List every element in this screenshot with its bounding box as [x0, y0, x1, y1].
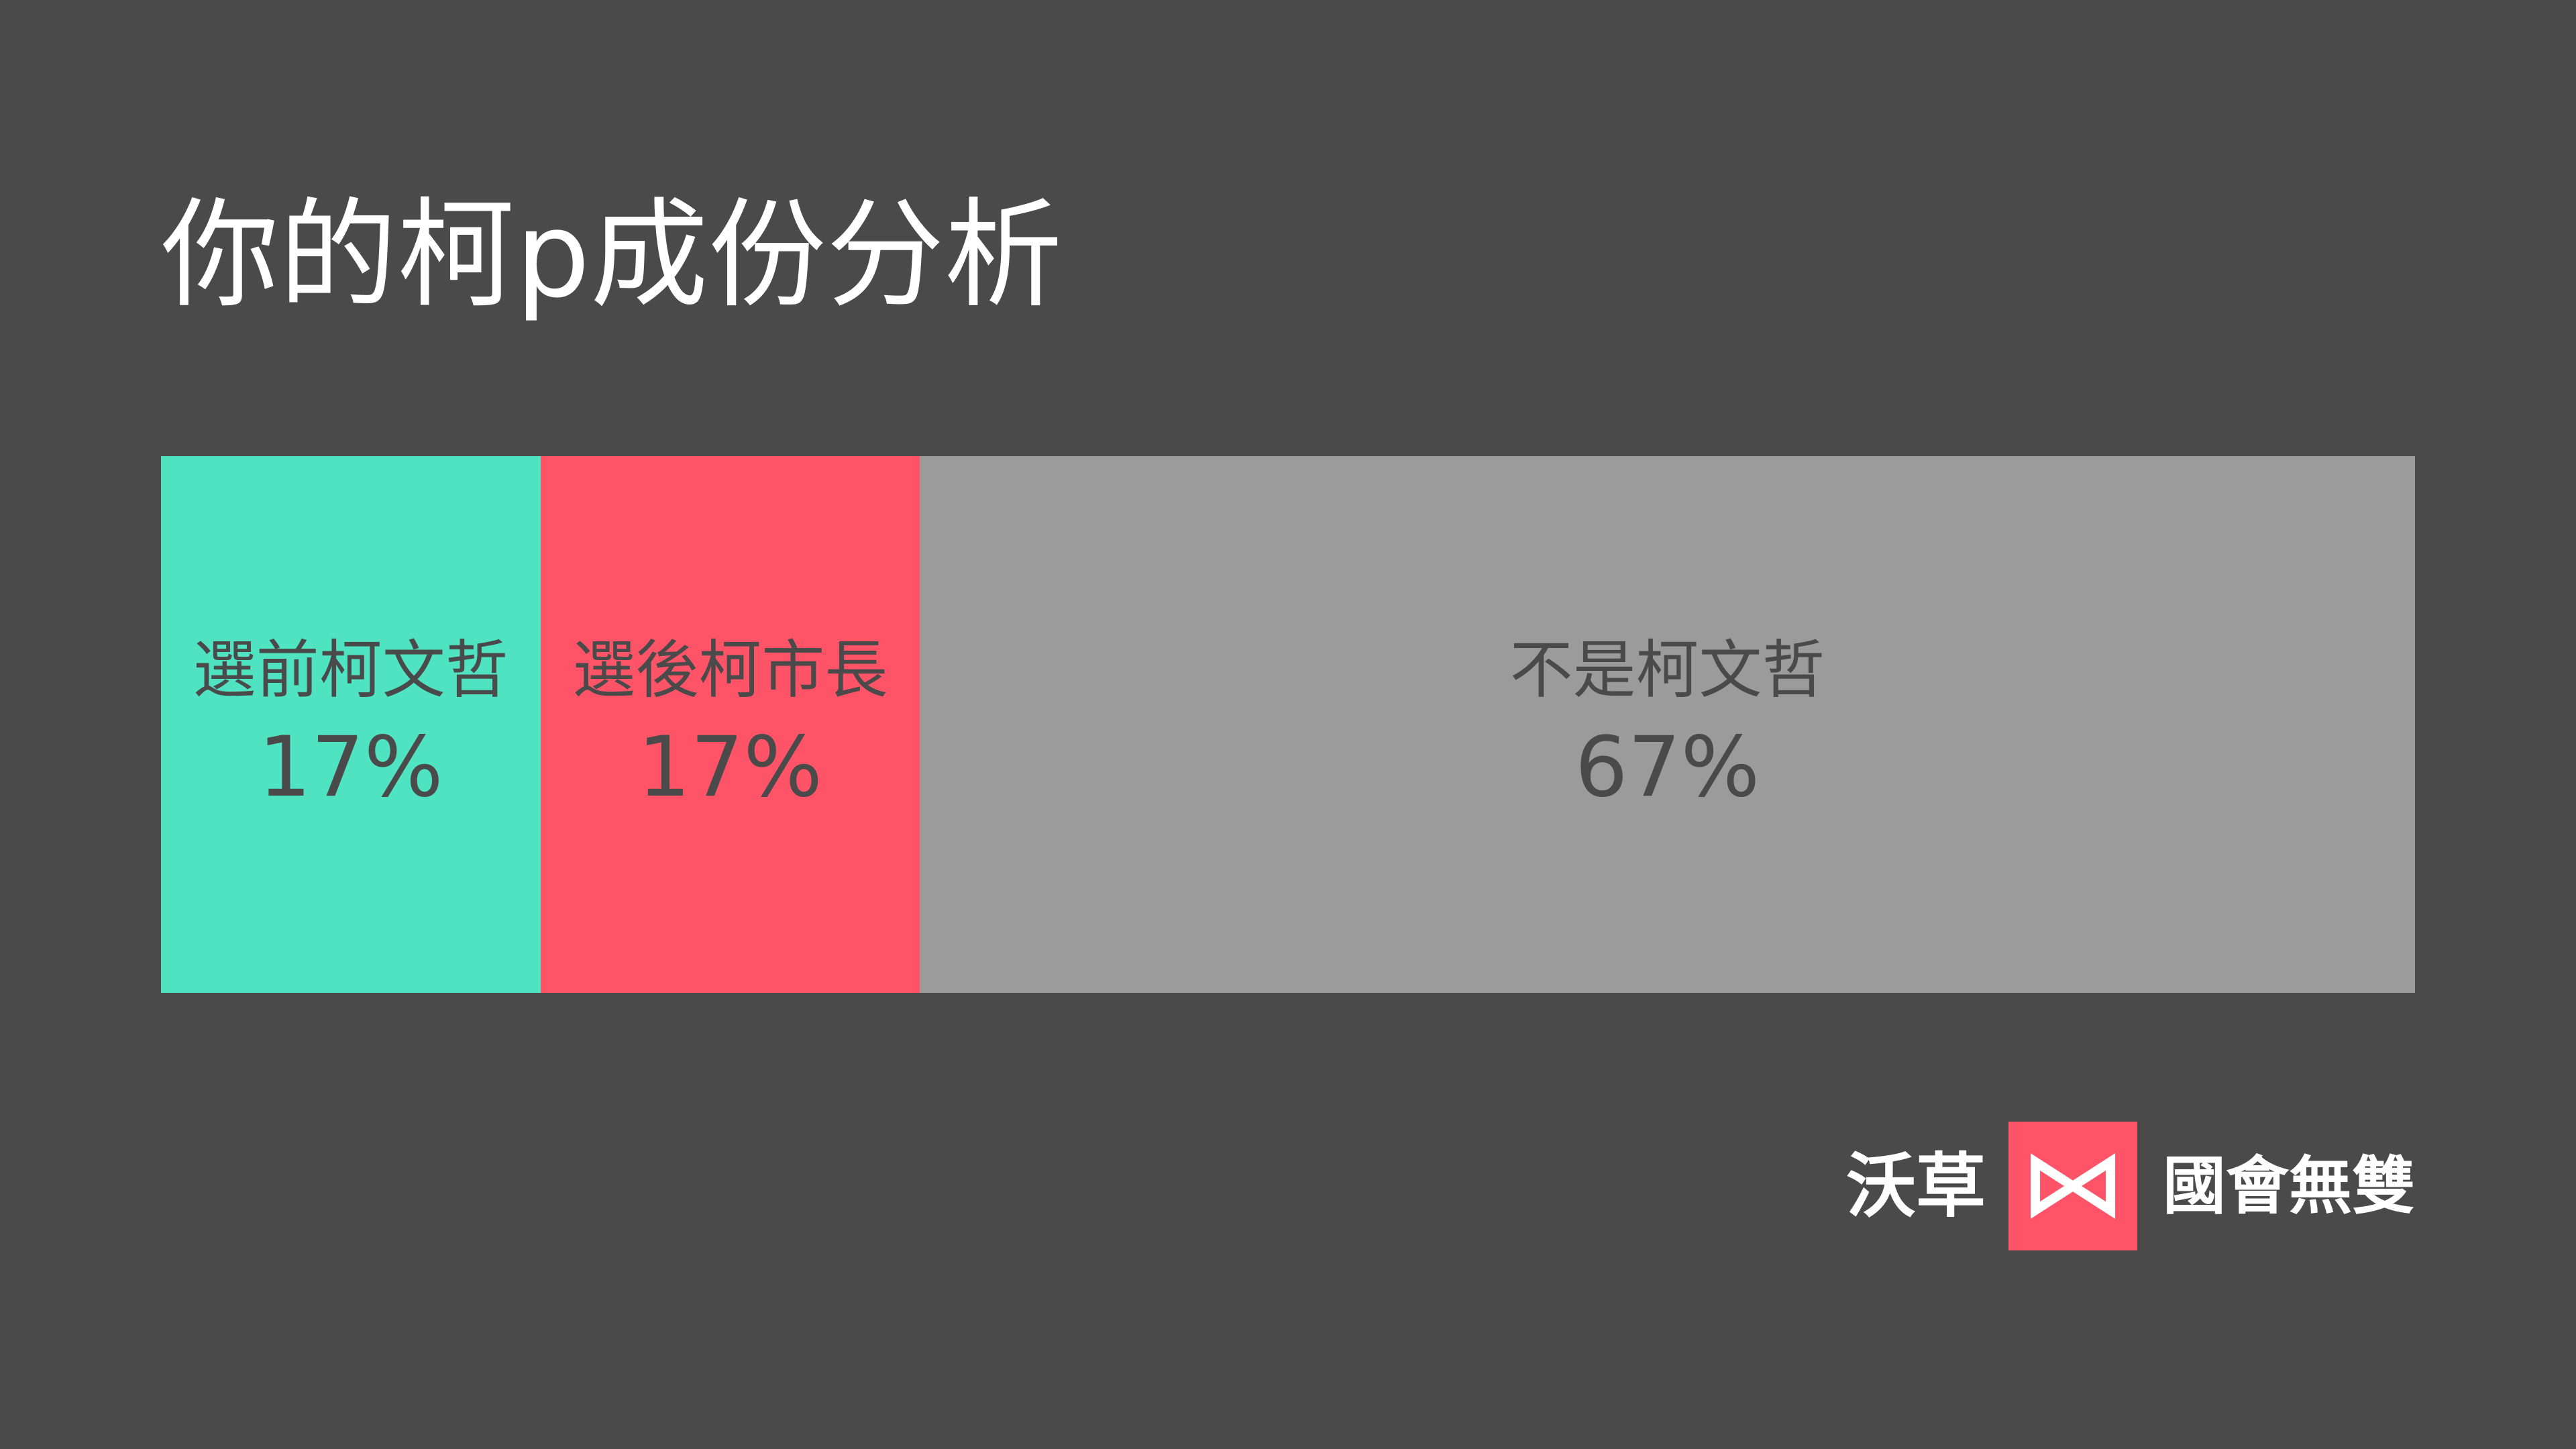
bar-segment: 選後柯市長 17%	[540, 456, 920, 993]
brand-name-wocao: 沃草	[1845, 1145, 1986, 1227]
segment-label: 不是柯文哲	[1509, 634, 1825, 707]
brand-name-congress: 國會無雙	[2162, 1149, 2415, 1223]
stacked-bar-chart: 選前柯文哲 17% 選後柯市長 17% 不是柯文哲 67%	[161, 456, 2415, 993]
bar-segment: 不是柯文哲 67%	[920, 456, 2415, 993]
segment-value-label: 17%	[258, 719, 443, 816]
segment-label: 選前柯文哲	[193, 634, 508, 707]
bowtie-icon	[2008, 1122, 2137, 1250]
page-title: 你的柯p成份分析	[161, 186, 1063, 324]
bar-segment: 選前柯文哲 17%	[161, 456, 541, 993]
segment-value-label: 17%	[637, 719, 823, 816]
segment-value-label: 67%	[1574, 719, 1760, 816]
brand-footer: 沃草 國會無雙	[1846, 1122, 2415, 1250]
segment-label: 選後柯市長	[572, 634, 888, 707]
